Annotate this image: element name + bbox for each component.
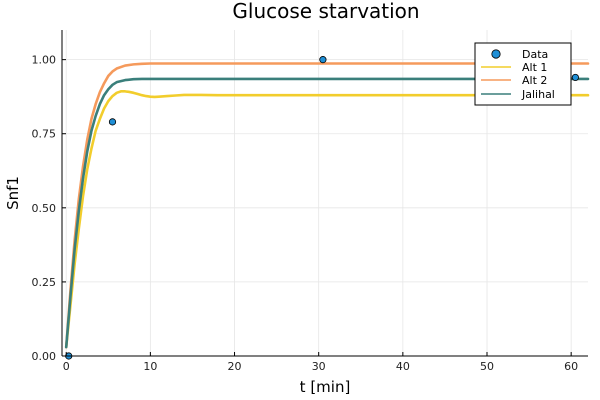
- series-line-jalihal: [64, 77, 590, 349]
- legend-label-data: Data: [522, 48, 548, 61]
- x-tick-label: 30: [312, 360, 326, 373]
- chart-title: Glucose starvation: [232, 0, 419, 23]
- y-tick-label: 0.00: [32, 350, 57, 363]
- y-tick-label: 1.00: [32, 54, 57, 67]
- y-tick-label: 0.25: [32, 276, 57, 289]
- x-ticks: 0 10 20 30 40 50 60: [63, 352, 578, 373]
- y-ticks: 0.00 0.25 0.50 0.75 1.00: [32, 54, 66, 363]
- x-tick-label: 60: [564, 360, 578, 373]
- data-point: [319, 56, 327, 64]
- series-line-alt-2: [64, 62, 590, 349]
- y-tick-label: 0.75: [32, 128, 57, 141]
- x-tick-label: 50: [480, 360, 494, 373]
- series-layer: [64, 62, 590, 349]
- x-tick-label: 0: [63, 360, 70, 373]
- legend-marker-data: [491, 49, 501, 59]
- legend: Data Alt 1 Alt 2 Jalihal: [474, 42, 572, 106]
- data-point: [571, 73, 579, 82]
- legend-label-jalihal: Jalihal: [521, 88, 555, 101]
- x-tick-label: 20: [228, 360, 242, 373]
- y-tick-label: 0.50: [32, 202, 57, 215]
- y-axis-label: Snf1: [4, 176, 22, 210]
- x-axis-label: t [min]: [300, 378, 351, 396]
- legend-label-alt1: Alt 1: [522, 61, 547, 74]
- x-tick-label: 10: [143, 360, 157, 373]
- axes: [61, 30, 588, 357]
- series-line-alt-1: [64, 90, 590, 349]
- data-point: [108, 118, 117, 126]
- x-tick-label: 40: [396, 360, 410, 373]
- legend-label-alt2: Alt 2: [522, 74, 547, 87]
